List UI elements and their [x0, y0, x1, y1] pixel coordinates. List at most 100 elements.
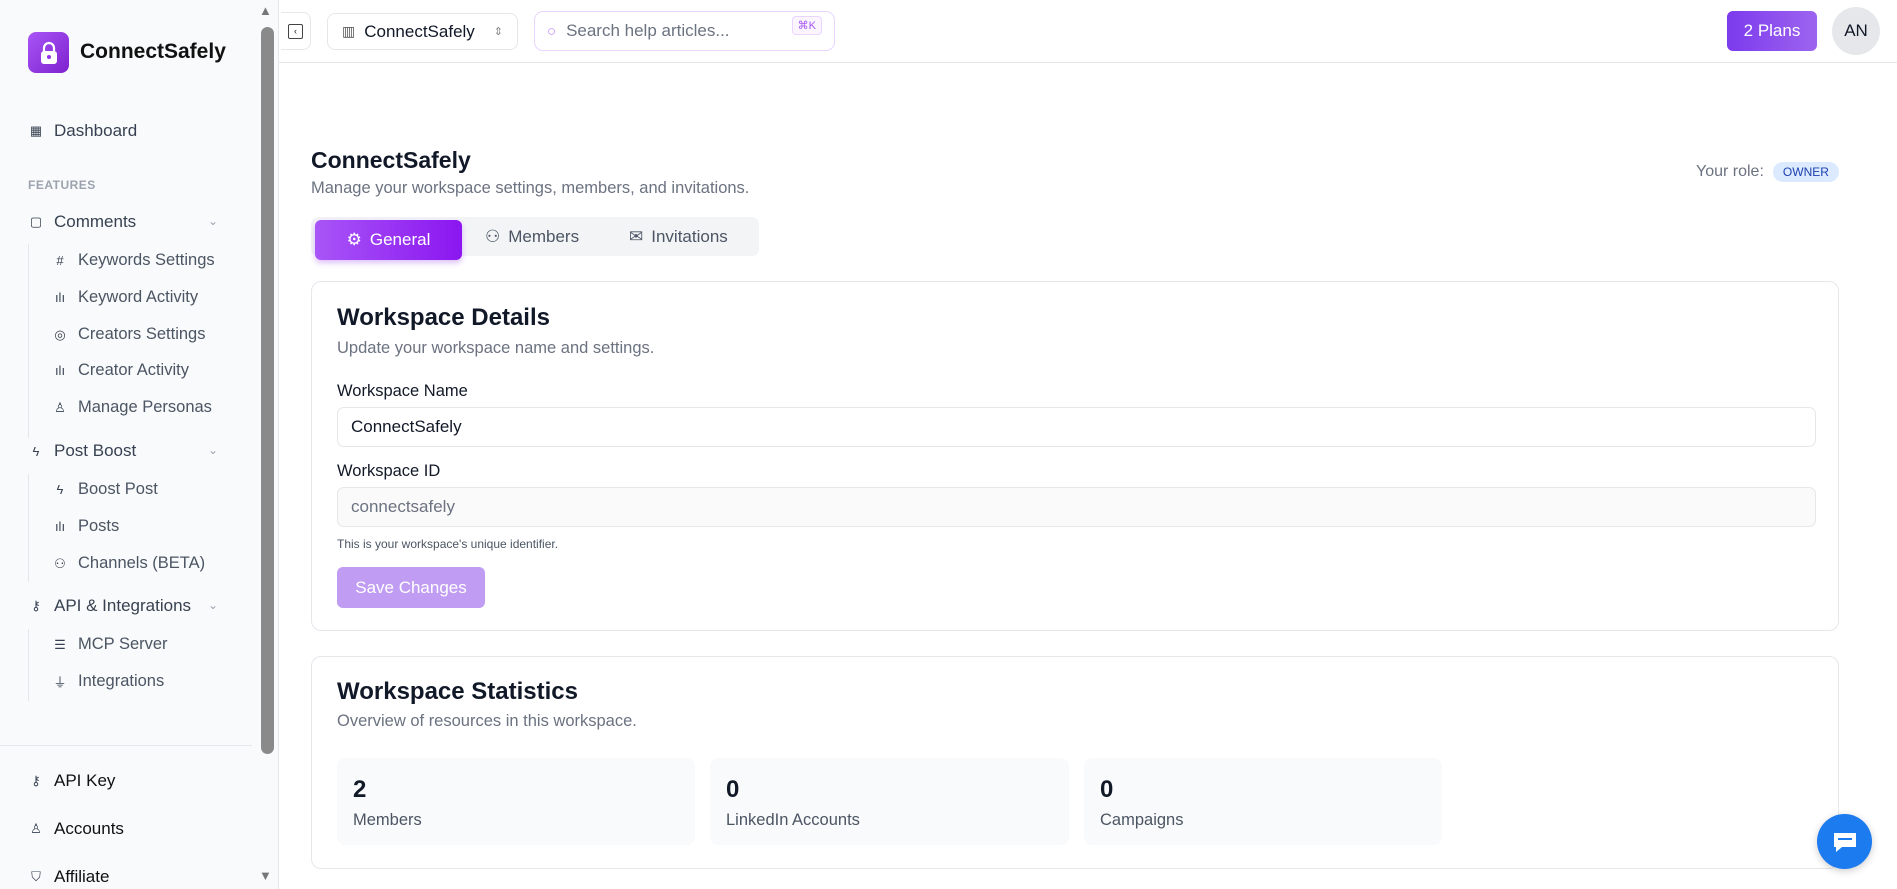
role-badge: OWNER: [1772, 162, 1839, 182]
role-indicator: Your role: OWNER: [1696, 162, 1839, 182]
collapse-sidebar-button[interactable]: ‹: [281, 12, 311, 50]
chevron-down-icon[interactable]: ⌄: [208, 443, 219, 457]
card-title: Workspace Details: [337, 304, 550, 331]
sidebar-item-affiliate[interactable]: ⛉ Affiliate: [28, 867, 109, 887]
tabs: ⚙ General ⚇ Members ✉ Invitations: [311, 217, 759, 260]
sidebar-item-posts[interactable]: ılı Posts: [52, 517, 119, 536]
sidebar-item-creators-settings[interactable]: ◎ Creators Settings: [52, 325, 205, 344]
stat-value: 0: [726, 776, 740, 803]
tab-general[interactable]: ⚙ General: [315, 220, 462, 260]
gear-icon: ⚙: [346, 230, 362, 249]
label: Integrations: [78, 672, 165, 690]
sidebar-item-integrations[interactable]: ⏚ Integrations: [52, 672, 164, 691]
label: Creators Settings: [78, 325, 206, 343]
sidebar-item-keywords-settings[interactable]: # Keywords Settings: [52, 251, 214, 270]
user-icon: ♙: [54, 399, 66, 415]
zap-icon: ϟ: [32, 443, 40, 459]
section-label: FEATURES: [28, 178, 96, 192]
save-changes-button[interactable]: Save Changes: [337, 567, 485, 608]
chevron-down-icon[interactable]: ⌄: [208, 598, 219, 612]
brand-logo: [28, 32, 69, 73]
search-input[interactable]: ○ Search help articles... ⌘K: [534, 11, 835, 51]
tab-invitations[interactable]: ✉ Invitations: [629, 227, 728, 247]
label: API & Integrations: [54, 596, 192, 615]
workspace-name: ConnectSafely: [364, 21, 475, 41]
topbar: ‹ ▥ ConnectSafely ⇕ ○ Search help articl…: [279, 0, 1897, 63]
chat-icon: [1833, 832, 1856, 852]
sidebar-item-api-key[interactable]: ⚷ API Key: [28, 771, 115, 791]
page-subtitle: Manage your workspace settings, members,…: [311, 179, 750, 197]
lock-icon: [40, 41, 57, 64]
sidebar-item-keyword-activity[interactable]: ılı Keyword Activity: [52, 288, 198, 307]
tab-members[interactable]: ⚇ Members: [485, 227, 579, 247]
divider: [0, 745, 252, 746]
divider: [28, 244, 29, 438]
sidebar-item-mcp-server[interactable]: ☰ MCP Server: [52, 635, 168, 654]
sidebar-group-post-boost[interactable]: ϟ Post Boost: [28, 441, 137, 461]
label: Post Boost: [54, 441, 137, 460]
chevron-down-icon[interactable]: ⌄: [208, 214, 219, 228]
label: General: [369, 230, 431, 249]
panel-left-icon: ‹: [288, 23, 303, 39]
workspace-details-card: Workspace Details Update your workspace …: [311, 281, 1839, 631]
label: API Key: [54, 771, 116, 790]
hash-icon: #: [56, 253, 64, 268]
stat-label: Campaigns: [1100, 811, 1184, 829]
stat-campaigns: 0 Campaigns: [1084, 758, 1442, 845]
sidebar-item-dashboard[interactable]: ▦ Dashboard: [28, 121, 137, 141]
stat-label: Members: [353, 811, 422, 829]
card-subtitle: Update your workspace name and settings.: [337, 339, 655, 357]
sidebar-item-accounts[interactable]: ♙ Accounts: [28, 819, 124, 839]
bar-chart-icon: ılı: [54, 363, 66, 378]
workspace-id-input: connectsafely: [337, 487, 1816, 527]
sidebar-group-api-integrations[interactable]: ⚷ API & Integrations: [28, 596, 191, 616]
sidebar-item-boost-post[interactable]: ϟ Boost Post: [52, 480, 158, 499]
label: Boost Post: [78, 480, 158, 498]
chat-widget-button[interactable]: [1817, 814, 1872, 869]
search-icon: ○: [547, 22, 557, 40]
label: Invitations: [651, 227, 728, 246]
target-icon: ◎: [54, 326, 66, 342]
workspace-id-label: Workspace ID: [337, 462, 441, 480]
avatar[interactable]: AN: [1832, 7, 1880, 55]
users-icon: ⚇: [54, 555, 66, 571]
stat-linkedin-accounts: 0 LinkedIn Accounts: [710, 758, 1069, 845]
grid-icon: ▦: [29, 123, 43, 138]
bar-chart-icon: ılı: [54, 290, 66, 305]
stat-value: 2: [353, 776, 367, 803]
label: Manage Personas: [78, 398, 212, 416]
scroll-down-arrow[interactable]: ▼: [259, 868, 272, 883]
handshake-icon: ⛉: [31, 869, 41, 884]
label: Accounts: [54, 819, 124, 838]
workspace-name-input[interactable]: ConnectSafely: [337, 407, 1816, 447]
divider: [28, 474, 29, 582]
card-title: Workspace Statistics: [337, 678, 578, 705]
workspace-id-help: This is your workspace's unique identifi…: [337, 537, 559, 551]
scrollbar-thumb[interactable]: [261, 27, 274, 754]
stat-label: LinkedIn Accounts: [726, 811, 860, 829]
label: Channels (BETA): [78, 554, 206, 572]
zap-icon: ϟ: [56, 482, 64, 497]
users-icon: ⚇: [485, 227, 501, 246]
shortcut-badge: ⌘K: [791, 16, 822, 35]
plans-button[interactable]: 2 Plans: [1727, 11, 1817, 51]
label: Dashboard: [54, 121, 138, 140]
sidebar-item-manage-personas[interactable]: ♙ Manage Personas: [52, 398, 212, 417]
workspace-name-label: Workspace Name: [337, 382, 468, 400]
workspace-switcher[interactable]: ▥ ConnectSafely ⇕: [327, 13, 518, 50]
sidebar-group-comments[interactable]: ▢ Comments: [28, 212, 136, 232]
label: Creator Activity: [78, 361, 189, 379]
mail-icon: ✉: [629, 227, 644, 246]
label: Comments: [54, 212, 137, 231]
page-title: ConnectSafely: [311, 147, 471, 173]
scroll-up-arrow[interactable]: ▲: [259, 3, 272, 18]
label: Affiliate: [54, 867, 110, 886]
stat-value: 0: [1100, 776, 1114, 803]
sidebar-item-channels[interactable]: ⚇ Channels (BETA): [52, 554, 205, 573]
label: Posts: [78, 517, 120, 535]
sidebar-item-creator-activity[interactable]: ılı Creator Activity: [52, 361, 189, 380]
plug-icon: ⏚: [53, 675, 67, 690]
card-subtitle: Overview of resources in this workspace.: [337, 712, 637, 730]
label: MCP Server: [78, 635, 168, 653]
brand-name: ConnectSafely: [80, 40, 226, 63]
